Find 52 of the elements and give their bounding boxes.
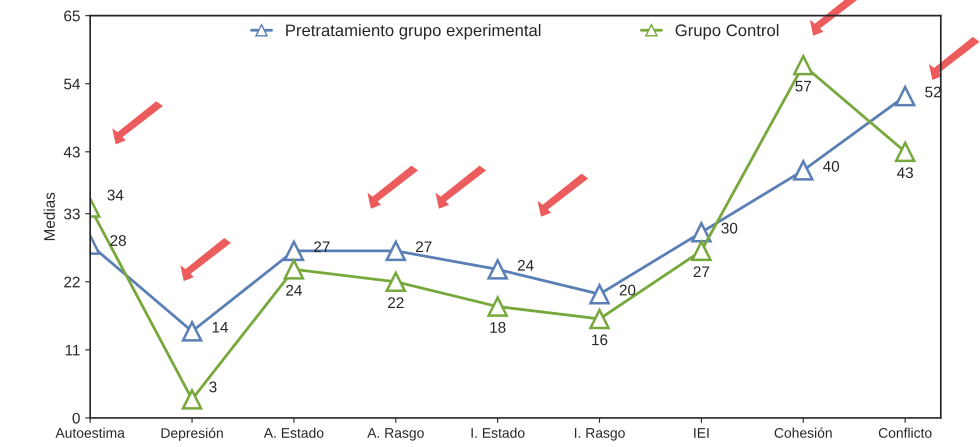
point <box>284 259 304 280</box>
x-tick-label: I. Rasgo <box>574 428 625 441</box>
data-label: 14 <box>212 322 228 332</box>
point <box>589 284 610 304</box>
point <box>386 240 406 262</box>
point <box>691 240 712 262</box>
data-label: 27 <box>694 266 710 278</box>
x-tick-label: Depresión <box>162 428 223 441</box>
point <box>792 160 814 181</box>
point <box>386 272 406 292</box>
y-tick-label: 33 <box>64 208 80 220</box>
point <box>487 296 508 317</box>
data-label: 40 <box>823 160 840 172</box>
point <box>182 389 202 410</box>
point <box>792 54 814 76</box>
data-label: 30 <box>721 222 738 234</box>
data-label: 57 <box>795 80 811 92</box>
data-label: 18 <box>490 322 506 333</box>
x-tick-label: Conflicto <box>878 428 932 438</box>
data-label: 52 <box>925 86 941 98</box>
legend-label: Pretratamiento grupo experimental <box>286 24 540 40</box>
data-label: 24 <box>286 284 302 296</box>
y-tick-label: 65 <box>64 10 80 22</box>
data-label: 27 <box>416 241 432 252</box>
point <box>284 240 304 262</box>
point <box>894 142 916 162</box>
point <box>487 259 508 280</box>
data-label: 43 <box>897 167 913 178</box>
data-label: 3 <box>209 382 217 392</box>
x-tick-label: A. Rasgo <box>367 428 424 441</box>
y-axis-title: Medias <box>44 192 55 240</box>
x-tick-label: Autoestima <box>55 428 125 438</box>
y-tick-label: 11 <box>66 344 80 356</box>
x-tick-label: A. Estado <box>264 428 324 438</box>
legend-label: Grupo Control <box>676 24 778 40</box>
point <box>691 222 712 243</box>
y-tick-label: 43 <box>64 146 80 158</box>
x-tick-label: I. Estado <box>472 428 524 438</box>
data-label: 28 <box>110 235 126 246</box>
y-tick-label: 0 <box>72 412 80 424</box>
data-label: 22 <box>388 297 404 308</box>
x-tick-label: Cohesión <box>774 428 832 438</box>
data-label: 16 <box>592 334 608 346</box>
y-tick-label: 22 <box>64 276 80 288</box>
point <box>894 86 916 106</box>
data-label: 24 <box>518 260 534 271</box>
point <box>182 321 202 342</box>
data-label: 34 <box>107 190 124 200</box>
point <box>589 308 610 330</box>
data-label: 20 <box>620 284 636 296</box>
y-tick-label: 54 <box>64 78 80 90</box>
x-tick-label: IEI <box>694 428 709 438</box>
